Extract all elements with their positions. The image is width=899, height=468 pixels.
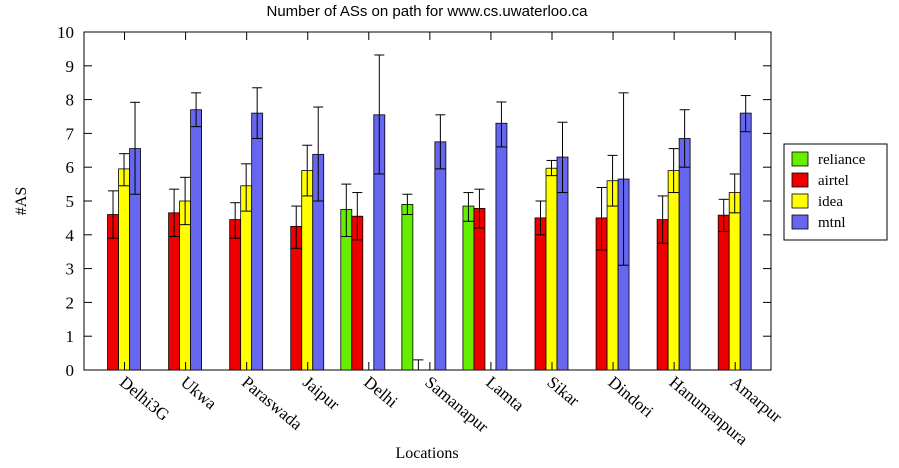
y-tick-label: 0	[66, 361, 75, 380]
bar-reliance-Samanapur	[401, 203, 414, 371]
x-tick-label-Sikar: Sikar	[543, 373, 583, 411]
bar-mtnl-Samanapur	[434, 141, 447, 371]
x-tick-label-Samanapur: Samanapur	[421, 373, 492, 437]
x-tick-label-Paraswada: Paraswada	[238, 373, 306, 435]
y-axis: 0 1 2 3 4 5 6 7 8 9 10	[57, 23, 771, 380]
bar-idea-Hanumanpura	[667, 170, 680, 371]
y-tick-label: 10	[57, 23, 74, 42]
legend-swatch-reliance	[791, 151, 809, 167]
x-tick-label-Dindori: Dindori	[604, 373, 657, 422]
y-tick-label: 4	[66, 226, 75, 245]
bar-idea-Amarpur	[728, 192, 741, 371]
legend-label-reliance: reliance	[818, 152, 866, 168]
y-tick-label: 2	[66, 293, 75, 312]
bar-airtel-Sikar	[534, 217, 547, 371]
bar-idea-Dindori	[606, 180, 619, 371]
x-tick-label-Jaipur: Jaipur	[299, 373, 343, 414]
bar-reliance-Lamta	[462, 205, 475, 371]
bar-idea-Sikar	[545, 167, 558, 371]
bar-mtnl-Hanumanpura	[678, 138, 691, 371]
y-axis-label: #AS	[13, 187, 30, 215]
legend-label-idea: idea	[818, 194, 843, 210]
bar-series	[107, 54, 752, 371]
bar-idea-Jaipur	[301, 170, 314, 371]
y-tick-label: 8	[66, 91, 75, 110]
legend-swatch-airtel	[791, 172, 809, 188]
y-tick-label: 3	[66, 260, 75, 279]
bar-airtel-Lamta	[473, 208, 486, 371]
bar-idea-Delhi3G	[118, 168, 130, 371]
bar-mtnl-Paraswada	[251, 112, 264, 371]
x-tick-label-Amarpur: Amarpur	[727, 373, 786, 427]
legend: reliance airtel idea mtnl	[783, 143, 888, 241]
x-tick-label-Delhi: Delhi	[360, 373, 401, 412]
legend-swatch-mtnl	[791, 214, 809, 230]
y-tick-label: 9	[66, 57, 75, 76]
legend-label-mtnl: mtnl	[818, 215, 846, 231]
legend-label-airtel: airtel	[818, 173, 849, 189]
bar-mtnl-Ukwa	[190, 109, 203, 371]
chart-title: Number of ASs on path for www.cs.uwaterl…	[267, 3, 589, 20]
y-tick-label: 6	[66, 158, 75, 177]
bar-idea-Ukwa	[179, 200, 192, 371]
x-tick-label-Ukwa: Ukwa	[177, 373, 221, 414]
legend-swatch-idea	[791, 193, 809, 209]
x-tick-label-Lamta: Lamta	[482, 373, 528, 416]
y-tick-label: 5	[66, 192, 75, 211]
bar-airtel-Amarpur	[717, 214, 730, 371]
x-tick-label-Delhi3G: Delhi3G	[116, 373, 173, 425]
y-tick-label: 7	[66, 124, 75, 143]
x-axis-label: Locations	[395, 445, 458, 462]
bar-idea-Paraswada	[240, 185, 253, 371]
bar-airtel-Paraswada	[229, 219, 242, 371]
y-tick-label: 1	[66, 327, 75, 346]
bar-mtnl-Lamta	[495, 122, 508, 371]
bar-mtnl-Amarpur	[739, 112, 752, 371]
